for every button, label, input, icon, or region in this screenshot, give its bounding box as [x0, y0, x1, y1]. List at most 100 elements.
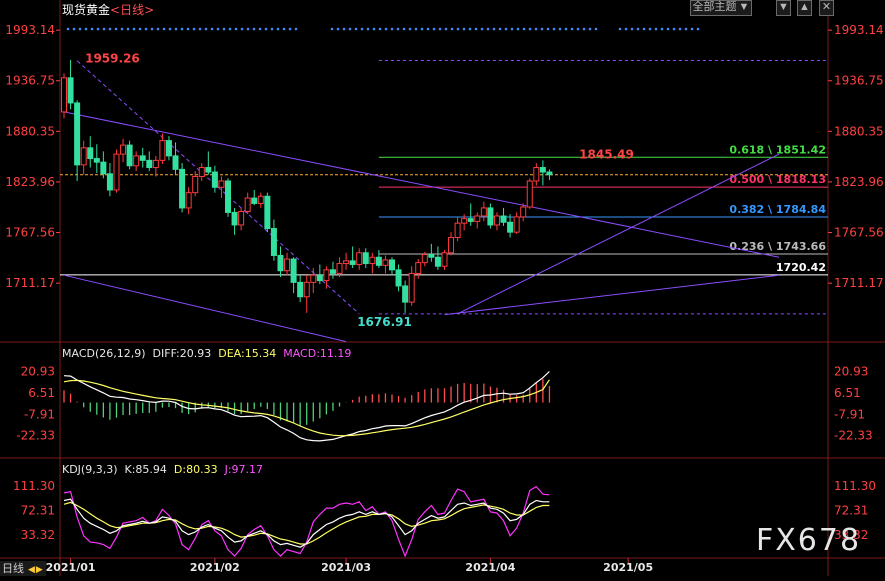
top-dot	[348, 27, 352, 31]
macd-header: MACD(26,12,9) DIFF:20.93 DEA:15.34 MACD:11.…	[62, 347, 358, 360]
top-dot	[90, 27, 94, 31]
candle-body	[113, 153, 120, 191]
y-tick-label-right: 1936.75	[834, 74, 884, 88]
top-dot	[624, 27, 628, 31]
top-dot	[360, 27, 364, 31]
recent-high-label: 1845.49	[579, 148, 634, 162]
top-dot	[432, 27, 436, 31]
candle-body	[513, 216, 520, 233]
rising-support-line	[457, 153, 780, 315]
high-label: 1959.26	[85, 52, 140, 66]
period-tab[interactable]: 日线 ◀▶	[0, 561, 46, 576]
top-dot	[498, 27, 502, 31]
candle-body	[329, 269, 336, 274]
top-dot	[558, 27, 562, 31]
kdj-title: KDJ(9,3,3)	[62, 463, 118, 476]
candle-body	[349, 260, 356, 265]
top-dot	[570, 27, 574, 31]
top-dot	[72, 27, 76, 31]
kdj-j-line	[63, 485, 550, 558]
candle-body	[310, 274, 317, 283]
decline-dashed-line	[76, 60, 360, 315]
candle-body	[369, 256, 376, 265]
top-dot	[666, 27, 670, 31]
top-dot	[390, 27, 394, 31]
candle-body	[480, 207, 487, 217]
top-dot	[468, 27, 472, 31]
top-dot	[330, 27, 334, 31]
top-dot	[282, 27, 286, 31]
candle-body	[126, 144, 133, 167]
macd-dea-line	[63, 379, 550, 437]
top-dot	[210, 27, 214, 31]
top-dot	[690, 27, 694, 31]
macd-tick-label-right: -7.91	[834, 407, 865, 421]
y-tick-label-left: 1936.75	[5, 74, 55, 88]
macd-tick-label-left: 20.93	[21, 364, 55, 378]
candle-body	[493, 215, 500, 226]
triangle-left-icon: ◀	[28, 565, 35, 575]
scroll-down-button[interactable]: ▼	[776, 0, 791, 16]
candle-body	[120, 144, 127, 155]
top-dot	[384, 27, 388, 31]
x-tick-label: 2021/03	[321, 561, 371, 574]
kdj-d-value: D:80.33	[173, 463, 218, 476]
candle-body	[500, 215, 507, 223]
candle-body	[93, 158, 100, 163]
candle-body	[290, 258, 297, 283]
top-dot	[450, 27, 454, 31]
candle-body	[87, 147, 94, 160]
candle-body	[146, 159, 153, 169]
top-dot	[408, 27, 412, 31]
kdj-tick-label-right: 111.30	[834, 479, 876, 493]
top-dot	[648, 27, 652, 31]
top-dot	[246, 27, 250, 31]
top-dot	[576, 27, 580, 31]
top-dot	[552, 27, 556, 31]
top-dot	[582, 27, 586, 31]
top-dot	[522, 27, 526, 31]
theme-dropdown[interactable]: 全部主题 ▼	[690, 0, 752, 16]
top-dot	[426, 27, 430, 31]
arrow-down-icon: ▼	[778, 1, 789, 13]
top-dot	[102, 27, 106, 31]
macd-tick-label-right: 6.51	[834, 386, 861, 400]
top-dot	[504, 27, 508, 31]
top-dot	[252, 27, 256, 31]
top-dot	[402, 27, 406, 31]
kdj-k-value: K:85.94	[124, 463, 167, 476]
top-dot	[678, 27, 682, 31]
candle-body	[100, 161, 107, 175]
candle-body	[546, 171, 553, 176]
candle-body	[205, 167, 212, 173]
top-dot	[528, 27, 532, 31]
candle-body	[316, 274, 323, 282]
top-dot	[372, 27, 376, 31]
top-dot	[288, 27, 292, 31]
candle-body	[257, 195, 264, 204]
top-dot	[642, 27, 646, 31]
scroll-up-button[interactable]: ▲	[797, 0, 812, 16]
close-button[interactable]: ✕	[819, 0, 834, 16]
long-term-rising-line	[444, 274, 780, 316]
candle-body	[356, 252, 363, 265]
top-dot	[438, 27, 442, 31]
top-dot	[378, 27, 382, 31]
level-label: 1720.42	[776, 261, 826, 274]
fib-label: 0.500 \ 1818.13	[729, 173, 826, 186]
fib-label: 0.236 \ 1743.66	[729, 240, 826, 253]
top-dot	[672, 27, 676, 31]
top-dot	[114, 27, 118, 31]
candle-body	[415, 262, 422, 274]
top-dot	[414, 27, 418, 31]
y-tick-label-left: 1711.17	[5, 276, 55, 290]
candle-body	[270, 228, 277, 256]
top-dot	[420, 27, 424, 31]
x-tick-label: 2021/04	[465, 561, 515, 574]
top-dot	[654, 27, 658, 31]
top-dot	[204, 27, 208, 31]
top-dot	[462, 27, 466, 31]
candle-body	[336, 263, 343, 274]
macd-diff-line	[63, 371, 550, 442]
